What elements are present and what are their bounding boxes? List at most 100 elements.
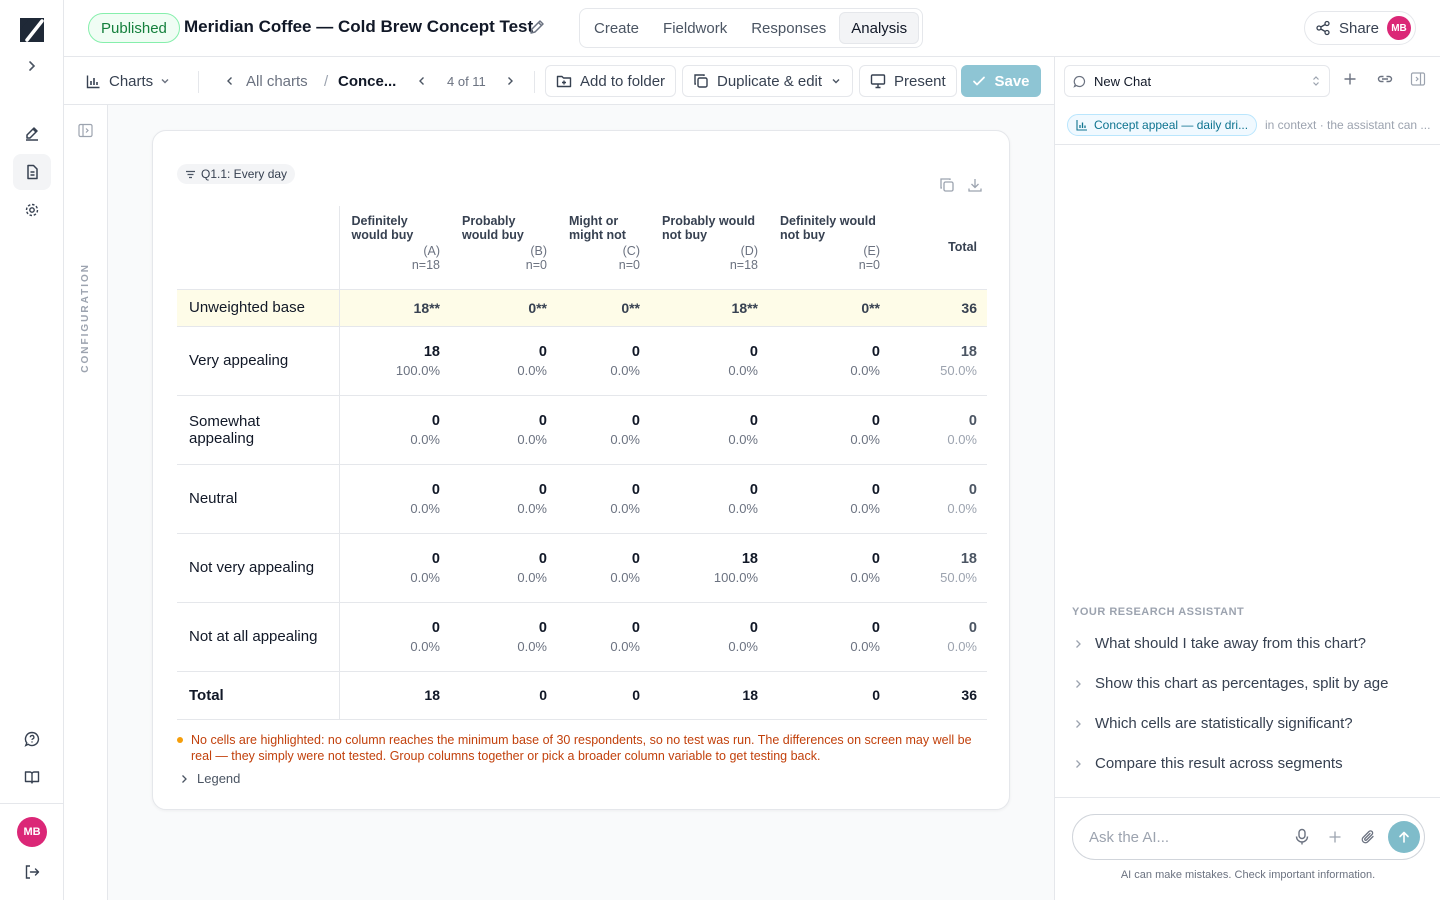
suggestion-item[interactable]: Show this chart as percentages, split by…	[1073, 675, 1389, 692]
legend-label: Legend	[197, 771, 241, 786]
row-label: Neutral	[177, 464, 340, 534]
copy-link-button[interactable]	[1376, 71, 1394, 87]
save-button[interactable]: Save	[961, 65, 1041, 97]
rail-settings-button[interactable]	[13, 192, 51, 228]
mode-tabs: Create Fieldwork Responses Analysis	[579, 8, 924, 48]
context-chip-label: Concept appeal — daily dri...	[1094, 117, 1249, 132]
bar-chart-icon	[1076, 119, 1088, 131]
legend-toggle[interactable]: Legend	[179, 771, 240, 786]
column-code: (B)	[530, 244, 547, 258]
tab-analysis[interactable]: Analysis	[839, 12, 920, 44]
chat-input[interactable]	[1089, 828, 1294, 846]
microphone-icon[interactable]	[1294, 828, 1310, 846]
paperclip-icon[interactable]	[1360, 829, 1376, 845]
charts-dropdown[interactable]: Charts	[86, 65, 171, 97]
base-total-cell: 36	[890, 289, 987, 327]
duplicate-edit-label: Duplicate & edit	[717, 72, 823, 90]
filter-chip[interactable]: Q1.1: Every day	[177, 164, 296, 184]
rail-reports-button[interactable]	[13, 154, 51, 190]
column-n: n=18	[729, 258, 758, 272]
chevron-right-icon	[1073, 719, 1083, 729]
add-to-folder-button[interactable]: Add to folder	[545, 65, 677, 97]
all-charts-link[interactable]: All charts	[224, 65, 308, 97]
suggestion-item[interactable]: What should I take away from this chart?	[1073, 635, 1366, 652]
grand-total-cell: 36	[890, 671, 987, 720]
table-cell: 0 0.0%	[768, 395, 890, 465]
column-code: (A)	[423, 244, 440, 258]
send-button[interactable]	[1388, 821, 1420, 853]
table-total-cell: 18 50.0%	[890, 326, 987, 396]
tab-responses[interactable]: Responses	[751, 19, 827, 37]
table-row: Somewhat appealing 0 0.0% 0 0.0% 0 0.0% 0 0.…	[177, 395, 987, 465]
tab-fieldwork[interactable]: Fieldwork	[663, 19, 728, 37]
chat-selector[interactable]: New Chat	[1064, 65, 1330, 97]
row-label: Not very appealing	[177, 533, 340, 603]
column-n: n=0	[618, 258, 640, 272]
share-label: Share	[1338, 19, 1379, 37]
configuration-label[interactable]: CONFIGURATION	[80, 263, 91, 373]
document-icon	[24, 164, 40, 180]
chat-selector-label: New Chat	[1094, 73, 1152, 89]
duplicate-edit-button[interactable]: Duplicate & edit	[682, 65, 854, 97]
table-total-cell: 0 0.0%	[890, 395, 987, 465]
filter-icon	[185, 169, 196, 180]
sidebar-expand-icon	[78, 123, 93, 138]
row-label: Total	[177, 671, 340, 720]
column-header-e[interactable]: Definitely would not buy (E) n=0	[768, 206, 890, 289]
suggestion-item[interactable]: Compare this result across segments	[1073, 755, 1343, 772]
chevron-right-icon	[25, 59, 39, 73]
rail-edit-button[interactable]	[13, 115, 51, 151]
column-label: Might or might not	[569, 214, 626, 242]
chart-pager: 4 of 11	[447, 73, 486, 89]
arrow-up-icon	[1397, 830, 1411, 844]
expand-rail-button[interactable]	[13, 48, 51, 84]
sidebar-collapse-icon	[1410, 71, 1426, 87]
column-header-d[interactable]: Probably would not buy (D) n=18	[650, 206, 768, 289]
context-row: Concept appeal — daily dri... in context…	[1055, 105, 1440, 145]
rail-help-button[interactable]	[13, 721, 51, 757]
context-note: in context · the assistant can ...	[1265, 117, 1431, 132]
table-header-row: Definitely would buy (A) n=18 Probably w…	[177, 206, 987, 289]
app-logo[interactable]	[18, 16, 46, 44]
new-chat-button[interactable]	[1342, 71, 1358, 87]
table-cell: 0 0.0%	[450, 602, 557, 672]
user-avatar[interactable]: MB	[17, 817, 47, 847]
logout-button[interactable]	[13, 854, 51, 890]
column-header-a[interactable]: Definitely would buy (A) n=18	[339, 206, 450, 289]
copy-icon[interactable]	[939, 177, 955, 193]
total-cell: 18	[339, 671, 450, 720]
table-total-cell: 0 0.0%	[890, 464, 987, 534]
context-chip[interactable]: Concept appeal — daily dri...	[1067, 113, 1257, 136]
rename-button[interactable]	[528, 18, 546, 36]
suggestion-item[interactable]: Which cells are statistically significan…	[1073, 715, 1353, 732]
tab-create[interactable]: Create	[594, 19, 640, 37]
chevron-left-icon	[416, 75, 428, 87]
present-button[interactable]: Present	[859, 65, 957, 97]
download-icon[interactable]	[967, 177, 983, 193]
rail-docs-button[interactable]	[13, 759, 51, 795]
table-cell: 0 0.0%	[557, 395, 650, 465]
column-header-b[interactable]: Probably would buy (B) n=0	[450, 206, 557, 289]
expand-config-button[interactable]	[78, 123, 93, 138]
column-label: Definitely would not buy	[780, 214, 876, 242]
table-cell: 0 0.0%	[450, 395, 557, 465]
row-label: Somewhat appealing	[177, 395, 340, 465]
column-header-c[interactable]: Might or might not (C) n=0	[557, 206, 650, 289]
table-cell: 0 0.0%	[450, 533, 557, 603]
collapse-chat-button[interactable]	[1410, 71, 1426, 87]
significance-note: No cells are highlighted: no column reac…	[177, 732, 987, 764]
chevron-right-icon	[504, 75, 516, 87]
table-cell: 0 0.0%	[339, 602, 450, 672]
total-cell: 18	[650, 671, 768, 720]
row-label: Unweighted base	[177, 289, 340, 327]
share-button[interactable]: Share MB	[1303, 11, 1416, 45]
add-to-folder-label: Add to folder	[580, 72, 666, 90]
prev-chart-button[interactable]	[416, 65, 428, 97]
column-n: n=0	[858, 258, 880, 272]
next-chart-button[interactable]	[504, 65, 516, 97]
table-total-cell: 18 50.0%	[890, 533, 987, 603]
rail-divider	[0, 803, 64, 804]
survey-title: Meridian Coffee — Cold Brew Concept Test	[184, 17, 534, 36]
plus-icon[interactable]	[1328, 830, 1342, 844]
column-label: Probably would not buy	[662, 214, 756, 242]
